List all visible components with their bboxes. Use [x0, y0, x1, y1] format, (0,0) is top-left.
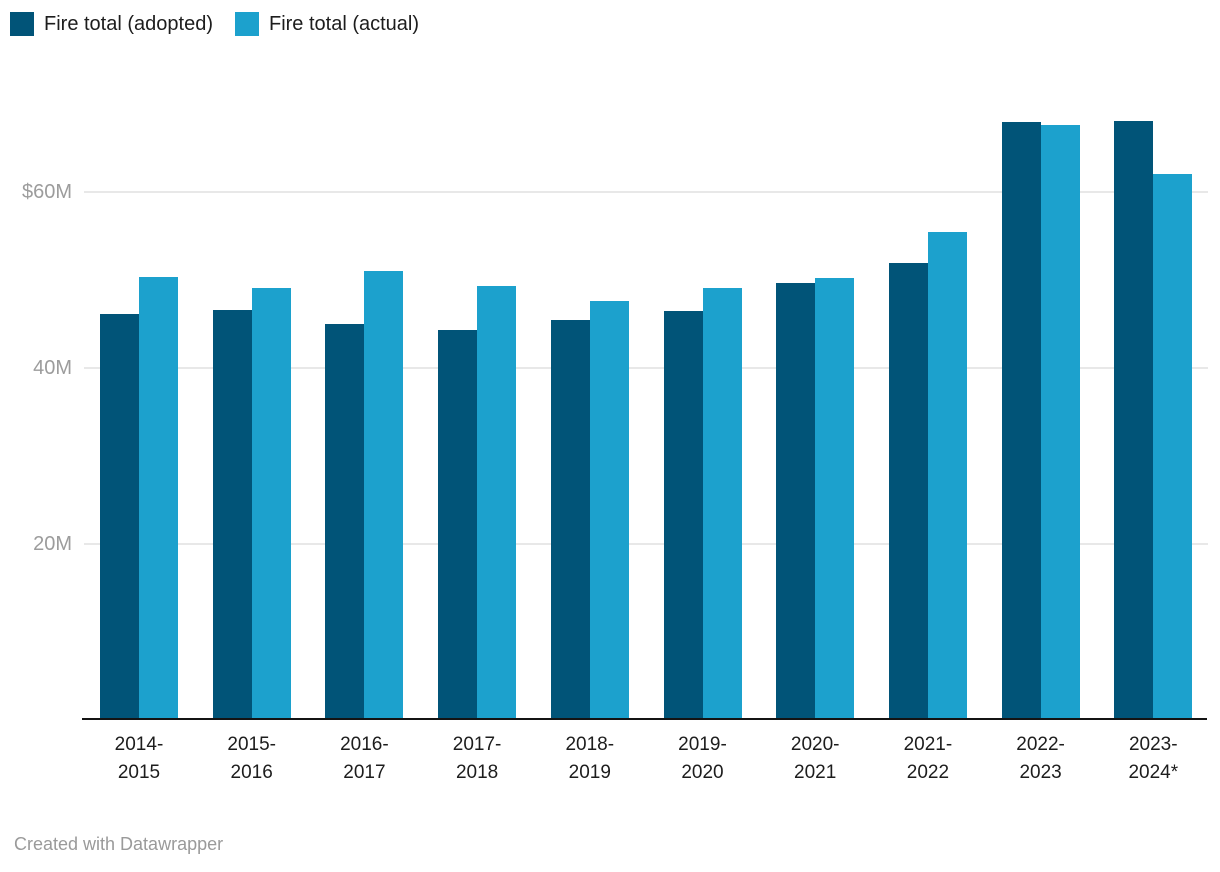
x-tick-label-2023-2024: 2023- 2024*	[1128, 734, 1179, 783]
x-tick-label-2015-2016: 2015- 2016	[227, 734, 276, 783]
y-tick-label-60m: $60M	[21, 181, 72, 203]
bar-adopted-2022-2023[interactable]	[1001, 121, 1041, 720]
bar-actual-2016-2017[interactable]	[364, 271, 404, 720]
bar-adopted-2017-2018[interactable]	[438, 330, 478, 720]
gridline-60m	[84, 191, 1208, 193]
bar-adopted-2021-2022[interactable]	[888, 263, 928, 720]
gridline-20m	[84, 543, 1208, 545]
x-tick-label-2021-2022: 2021- 2022	[903, 734, 953, 783]
x-tick-label-2020-2021: 2020- 2021	[790, 734, 840, 783]
x-tick-label-2019-2020: 2019- 2020	[678, 734, 727, 783]
x-tick-label-2014-2015: 2014- 2015	[114, 734, 164, 783]
x-tick-label-2016-2017: 2016- 2017	[340, 734, 389, 783]
bar-adopted-2020-2021[interactable]	[776, 282, 816, 720]
bar-actual-2014-2015[interactable]	[139, 277, 178, 720]
legend-label-adopted: Fire total (adopted)	[44, 13, 213, 35]
bar-actual-2018-2019[interactable]	[589, 301, 629, 720]
x-tick-label-2022-2023: 2022- 2023	[1016, 734, 1065, 783]
bar-actual-2019-2020[interactable]	[702, 287, 742, 720]
legend-item-adopted: Fire total (adopted)	[10, 12, 213, 36]
chart-legend: Fire total (adopted) Fire total (actual)	[10, 12, 419, 36]
x-axis-line	[82, 718, 1207, 720]
bar-actual-2015-2016[interactable]	[251, 287, 291, 720]
y-tick-label-40m: 40M	[33, 357, 72, 379]
legend-swatch-adopted-icon	[10, 12, 34, 36]
bar-actual-2020-2021[interactable]	[815, 278, 855, 720]
bar-actual-2022-2023[interactable]	[1040, 125, 1080, 720]
bar-adopted-2019-2020[interactable]	[663, 310, 703, 720]
x-tick-label-2017-2018: 2017- 2018	[452, 734, 502, 783]
legend-item-actual: Fire total (actual)	[234, 12, 420, 36]
bar-actual-2017-2018[interactable]	[477, 286, 517, 720]
bar-actual-2021-2022[interactable]	[927, 231, 967, 720]
gridline-40m	[84, 367, 1208, 369]
bar-adopted-2015-2016[interactable]	[212, 309, 252, 720]
bar-adopted-2023-2024[interactable]	[1114, 120, 1154, 720]
bar-adopted-2014-2015[interactable]	[100, 314, 139, 720]
bar-adopted-2016-2017[interactable]	[325, 324, 365, 720]
legend-label-actual: Fire total (actual)	[268, 13, 420, 35]
bar-adopted-2018-2019[interactable]	[550, 320, 590, 720]
y-tick-label-20m: 20M	[33, 533, 72, 555]
x-tick-label-2018-2019: 2018- 2019	[565, 734, 615, 783]
bar-actual-2023-2024[interactable]	[1153, 173, 1193, 720]
legend-swatch-actual-icon	[234, 12, 259, 36]
datawrapper-credit-link[interactable]: Created with Datawrapper	[14, 834, 224, 854]
